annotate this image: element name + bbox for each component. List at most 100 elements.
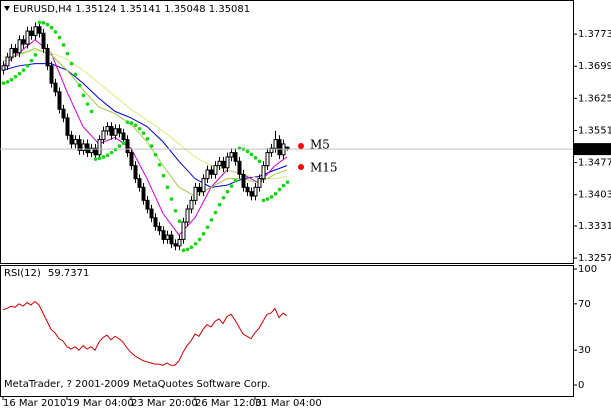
sar-dot [97,156,102,161]
candle-body [245,186,250,193]
series-line [2,300,288,366]
x-tick-label: 19 Mar 04:00 [67,398,134,409]
candle-body [189,199,194,210]
y-tick-label: 100 [578,264,597,275]
sar-dot [125,120,130,125]
sar-dot [265,197,270,201]
candle-body [113,128,118,136]
sar-dot [221,195,226,200]
sar-dot [105,153,110,158]
y-tick-label: 1.33310 [578,221,611,232]
sar-dot [153,152,158,157]
sar-dot [61,43,66,47]
main-pane-border [0,0,574,264]
candle-body [197,186,202,193]
sar-dot [141,131,146,135]
sar-dot [41,21,46,25]
candle-body [53,82,58,93]
candle-body [173,243,178,247]
candle-body [149,208,154,219]
candle-body [89,147,94,154]
annotation: M5 [310,138,330,152]
rsi-title: RSI(12) [4,268,41,279]
chart-title: EURUSD,H4 1.35124 1.35141 1.35048 1.3508… [13,4,250,15]
sar-dot [89,109,94,114]
sar-dot [49,25,54,30]
sar-dot [21,68,26,72]
sar-dot [57,35,62,40]
candle-body [121,132,126,141]
candle-body [181,221,186,240]
sar-dot [213,210,218,215]
rsi-pane-border [0,265,574,397]
candle-body [37,26,42,34]
candle-body [61,108,66,119]
sar-dot [169,197,174,201]
candle-body [201,178,206,193]
candle-body [185,208,190,223]
sar-dot [137,126,142,131]
candle-body [237,160,242,175]
sar-dot [201,231,206,236]
sar-dot [73,72,78,77]
sar-dot [261,198,266,203]
candle-body [73,139,78,145]
candle-body [125,139,130,154]
candle-body [57,91,62,110]
sar-dot [149,144,154,148]
candle-body [205,169,210,180]
sar-dot [145,136,150,141]
sar-dot [109,150,114,155]
sar-dot [13,74,18,79]
candle-body [33,26,38,36]
candle-body [193,186,198,201]
sar-dot [1,81,6,85]
x-tick-label: 26 Mar 12:00 [195,398,262,409]
candle-body [209,169,214,175]
sar-dot [273,192,278,196]
candle-body [97,139,102,156]
sar-dot [133,123,138,128]
last-price-box [574,143,611,156]
sar-dot [285,180,290,184]
sar-dot [121,141,126,145]
sar-dot [101,155,106,159]
sar-dot [181,248,186,253]
sar-dot [193,241,198,246]
candle-body [249,191,254,197]
sar-dot [117,144,122,148]
candle-body [25,30,30,45]
sar-dot [205,225,210,230]
candle-body [133,165,138,180]
rsi-value: 59.7371 [48,268,89,279]
sar-dot [45,22,50,27]
candle-body [41,32,46,49]
candle-body [45,47,50,67]
sar-dot [9,77,14,82]
sar-dot [269,195,274,199]
sar-dot [93,157,98,161]
sar-dot [217,202,222,207]
candle-body [153,217,158,227]
candle-body [81,143,86,151]
candle-body [109,126,114,136]
candle-body [169,234,174,245]
x-tick-label: 31 Mar 04:00 [255,398,322,409]
candle-body [277,139,282,156]
candle-body [77,139,82,151]
candle-body [5,56,10,67]
sar-dot [233,179,238,183]
candle-body [101,130,106,141]
candle-body [69,134,74,145]
sar-dot [173,208,178,213]
sar-dot [53,30,58,34]
candle-body [1,65,6,71]
candle-body [213,165,218,175]
sar-dot [209,218,214,222]
sar-dot [161,173,166,178]
sar-dot [229,184,234,188]
candle-body [273,139,278,149]
sar-dot [69,61,74,66]
